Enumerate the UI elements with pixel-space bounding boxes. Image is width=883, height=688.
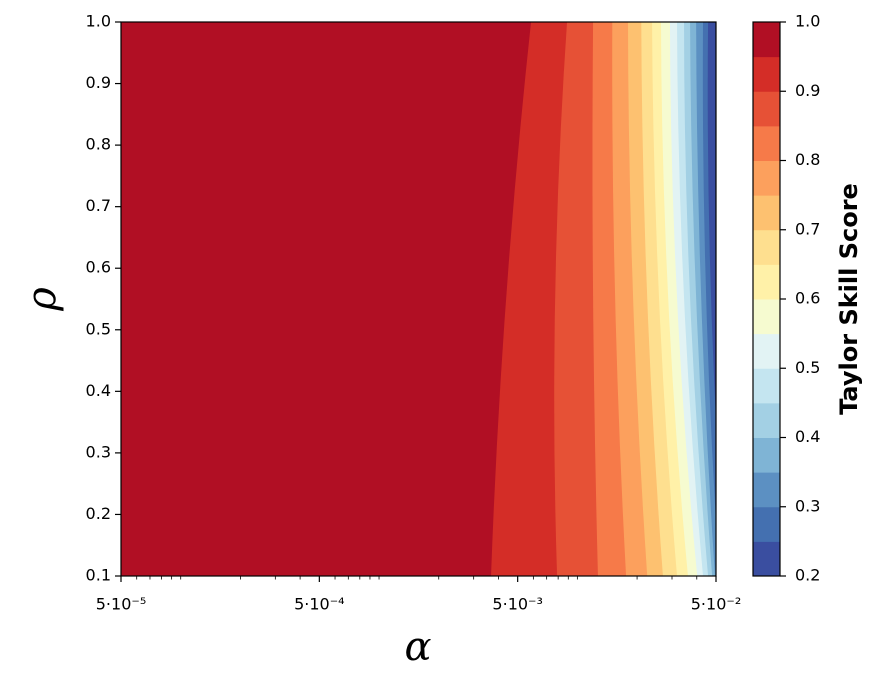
colorbar-band <box>753 299 780 335</box>
y-tick-label: 0.6 <box>86 258 111 277</box>
colorbar-band <box>753 22 780 58</box>
y-tick-label: 1.0 <box>86 12 111 31</box>
x-tick-label: 5·10⁻⁵ <box>96 595 146 614</box>
colorbar-tick-label: 0.5 <box>795 358 820 377</box>
y-tick-label: 0.1 <box>86 566 111 585</box>
x-axis-label: α <box>404 624 431 670</box>
y-tick-label: 0.8 <box>86 135 111 154</box>
colorbar-tick-label: 0.9 <box>795 81 820 100</box>
plot-area <box>121 22 716 576</box>
colorbar-band <box>753 541 780 577</box>
colorbar-tick-label: 0.2 <box>795 566 820 585</box>
colorbar-band <box>753 402 780 438</box>
colorbar-label: Taylor Skill Score <box>835 183 863 415</box>
plot-frame <box>120 21 717 577</box>
colorbar-tick-label: 0.7 <box>795 219 820 238</box>
y-tick-label: 0.5 <box>86 319 111 338</box>
colorbar-tick-label: 0.6 <box>795 289 820 308</box>
colorbar-tick-label: 1.0 <box>795 12 820 31</box>
colorbar-band <box>753 91 780 127</box>
colorbar-band <box>753 125 780 161</box>
y-tick-label: 0.3 <box>86 442 111 461</box>
y-axis-label: ρ <box>19 287 65 312</box>
colorbar-band <box>753 472 780 508</box>
x-tick-label: 5·10⁻⁴ <box>294 595 344 614</box>
y-tick-label: 0.9 <box>86 73 111 92</box>
y-tick-label: 0.7 <box>86 196 111 215</box>
y-tick-label: 0.4 <box>86 381 111 400</box>
colorbar-tick-label: 0.3 <box>795 496 820 515</box>
y-tick-label: 0.2 <box>86 504 111 523</box>
x-tick-label: 5·10⁻² <box>691 595 741 614</box>
contour-band <box>707 22 716 420</box>
colorbar-tick-label: 0.4 <box>795 427 820 446</box>
colorbar-band <box>753 195 780 231</box>
colorbar-band <box>753 229 780 265</box>
colorbar-band <box>753 264 780 300</box>
colorbar-band <box>753 56 780 92</box>
colorbar-band <box>753 437 780 473</box>
colorbar-band <box>753 368 780 404</box>
colorbar-band <box>753 160 780 196</box>
colorbar-band <box>753 333 780 369</box>
x-tick-label: 5·10⁻³ <box>492 595 542 614</box>
colorbar-tick-label: 0.8 <box>795 150 820 169</box>
colorbar-band <box>753 506 780 542</box>
